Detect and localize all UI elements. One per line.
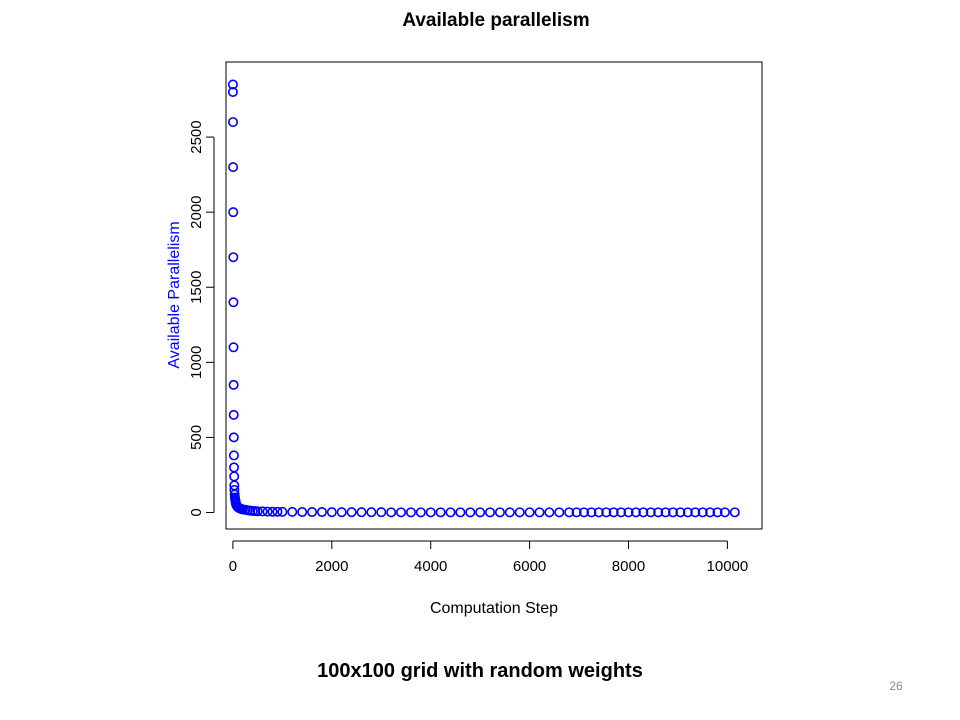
data-point [297,507,308,518]
y-tick-label: 1500 [188,271,205,304]
data-point [405,507,416,518]
data-point [601,507,612,518]
x-tick-label: 10000 [707,558,749,575]
scatter-chart: Available parallelism 0 2000 4000 6000 8000 1… [166,10,763,617]
data-point [571,507,582,518]
data-point [386,507,397,518]
data-point [376,507,387,518]
y-axis-label: Available Parallelism [166,221,183,368]
x-axis-label: Computation Step [430,600,558,617]
data-point [287,506,298,517]
data-point [272,506,283,517]
data-point [623,507,634,518]
data-point [396,507,407,518]
data-point [228,379,239,390]
data-point [228,207,239,218]
data-point [719,507,730,518]
data-point [228,409,239,420]
data-point [608,507,619,518]
data-point [578,507,589,518]
y-tick-label: 2000 [188,195,205,228]
y-tick-label: 500 [188,425,205,450]
data-point [415,507,426,518]
data-point [277,506,288,517]
data-point [475,507,486,518]
data-point [675,507,686,518]
data-point [228,432,239,443]
data-point [544,507,555,518]
x-tick-label: 6000 [513,558,546,575]
x-tick-label: 2000 [315,558,348,575]
slide-caption: 100x100 grid with random weights [317,660,643,682]
data-point [228,252,239,263]
data-point [534,507,545,518]
data-point [667,507,678,518]
data-point [465,507,476,518]
data-point [616,507,627,518]
data-point [356,507,367,518]
data-point [228,162,239,173]
data-point [228,297,239,308]
data-point [445,507,456,518]
y-tick-label: 2500 [188,120,205,153]
data-point [682,507,693,518]
x-tick-label: 8000 [612,558,645,575]
data-point [252,506,263,517]
data-point [316,507,327,518]
data-point [638,507,649,518]
data-point [485,507,496,518]
data-point [366,507,377,518]
data-point [690,507,701,518]
data-point [455,507,466,518]
data-point [705,507,716,518]
data-point [630,507,641,518]
data-point [227,87,238,98]
data-point [257,506,268,517]
data-point [514,507,525,518]
x-tick-label: 0 [229,558,237,575]
data-point [504,507,515,518]
data-point [435,507,446,518]
data-point [653,507,664,518]
data-point [228,117,239,128]
y-axis: 0 500 1000 1500 2000 2500 [188,120,215,517]
data-point [729,507,740,518]
data-point [494,507,505,518]
data-point [229,471,240,482]
y-tick-label: 0 [188,508,205,516]
data-point [425,507,436,518]
data-point [645,507,656,518]
data-point [554,507,565,518]
data-point [228,450,239,461]
data-point [307,507,318,518]
slide-number: 26 [889,679,903,693]
chart-title: Available parallelism [402,10,589,31]
data-point [564,507,575,518]
plot-frame [225,61,763,530]
data-point [524,507,535,518]
data-point [326,507,337,518]
data-point [697,507,708,518]
data-point [262,506,273,517]
data-point [346,507,357,518]
data-point [227,79,238,90]
data-point [228,342,239,353]
data-point [229,462,240,473]
data-point [593,507,604,518]
x-tick-label: 4000 [414,558,447,575]
y-tick-label: 1000 [188,346,205,379]
x-axis: 0 2000 4000 6000 8000 10000 [229,540,749,575]
data-point [586,507,597,518]
data-point [336,507,347,518]
data-points [227,79,740,518]
data-point [267,506,278,517]
data-point [660,507,671,518]
data-point [712,507,723,518]
